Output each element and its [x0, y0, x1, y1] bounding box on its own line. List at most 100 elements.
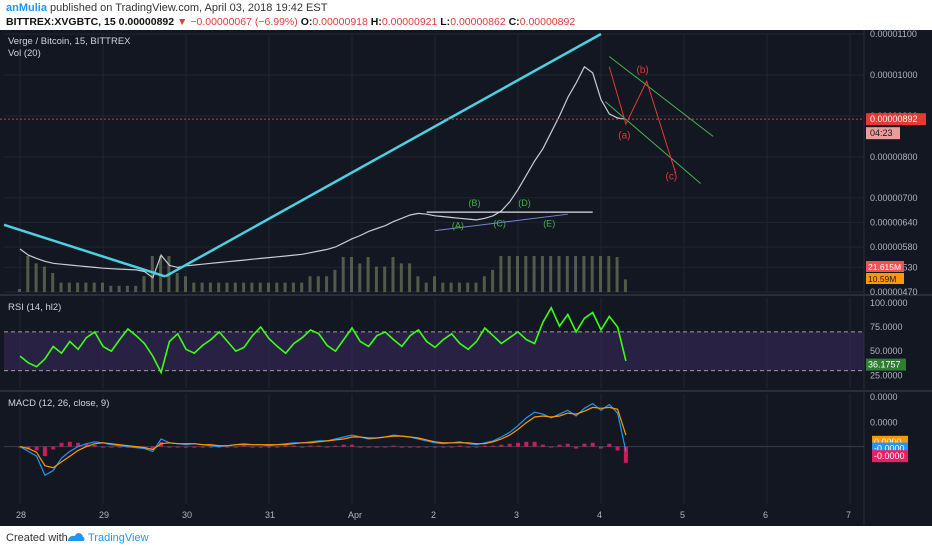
macd-value-label: 0.0000 — [874, 437, 902, 447]
macd-histogram-bar — [482, 445, 487, 447]
rsi-tick-label: 50.0000 — [870, 346, 903, 356]
last-price-label: 0.00000892 — [870, 114, 918, 124]
rsi-band — [4, 331, 864, 371]
macd-histogram-bar — [416, 446, 421, 448]
macd-histogram-bar — [250, 446, 255, 448]
macd-histogram-bar — [167, 446, 172, 448]
volume-bar — [275, 282, 279, 292]
x-tick-label: 3 — [514, 510, 519, 520]
volume-bar — [76, 282, 80, 292]
macd-histogram-bar — [540, 444, 545, 447]
chart-area[interactable]: 28 29 30 31 Apr 2 3 4 5 6 7 0.00001100 0.00001000 0.0… — [0, 29, 932, 526]
macd-histogram-bar — [150, 446, 155, 449]
price-tick-label: 0.00000470 — [870, 287, 918, 297]
pattern-wave-label: (B) — [469, 198, 481, 208]
macd-tick-label: 0.0000 — [870, 392, 898, 402]
macd-histogram-bar — [51, 446, 56, 450]
volume-bar — [507, 256, 511, 292]
macd-histogram-bar — [325, 446, 330, 448]
volume-bar — [67, 282, 71, 292]
volume-bar — [499, 256, 503, 292]
price-tick-label: 0.00001000 — [870, 70, 918, 80]
macd-histogram-bar — [184, 446, 188, 448]
volume-bar — [184, 276, 187, 292]
x-tick-label: 5 — [680, 510, 685, 520]
volume-bar — [565, 256, 569, 292]
volume-bar — [283, 282, 287, 292]
volume-bar — [333, 269, 337, 292]
pattern-bottom-line — [434, 213, 568, 232]
price-change: −0.00000067 (−6.99%) — [190, 16, 298, 28]
volume-bar — [84, 282, 88, 292]
macd-histogram-bar — [449, 446, 454, 448]
price-tick-label: 0.00001100 — [870, 30, 917, 39]
volume-bar — [300, 282, 304, 292]
macd-histogram-bar — [275, 446, 280, 448]
macd-histogram-bar — [200, 446, 205, 448]
volume-bar — [217, 282, 221, 292]
macd-histogram-bar — [300, 446, 305, 448]
trendline-up — [164, 32, 602, 278]
volume-bar — [358, 263, 362, 292]
price-tick-label: 0.00000580 — [870, 242, 918, 252]
volume-bar — [258, 282, 262, 292]
macd-histogram-bar — [67, 441, 72, 447]
macd-histogram-bar — [350, 444, 354, 447]
volume-bar — [457, 282, 461, 292]
volume-bar — [491, 269, 495, 292]
channel-top-line — [608, 56, 714, 137]
volume-bar — [350, 257, 353, 292]
macd-histogram-bar — [374, 446, 379, 448]
macd-histogram-bar — [366, 446, 371, 448]
pattern-wave-label: (A) — [452, 221, 464, 231]
open-value: 0.00000918 — [312, 16, 368, 28]
volume-bar — [416, 276, 420, 292]
macd-histogram-bar — [474, 446, 479, 448]
macd-histogram-bar — [457, 445, 462, 447]
macd-histogram-bar — [516, 442, 520, 447]
pattern-wave-label: (E) — [543, 218, 555, 228]
volume-bar — [574, 256, 578, 292]
macd-histogram-bar — [599, 446, 603, 449]
volume-bar — [242, 282, 246, 292]
rsi-line — [19, 305, 627, 375]
volume-bar — [42, 266, 46, 292]
volume-bar — [540, 256, 544, 292]
rsi-tick-label: 75.0000 — [870, 322, 903, 332]
volume-bar — [291, 282, 295, 292]
volume-bar — [267, 282, 270, 292]
volume-bar — [192, 282, 196, 292]
volume-bar — [366, 257, 370, 292]
low-value: 0.00000862 — [450, 16, 506, 28]
macd-histogram-bar — [316, 445, 321, 447]
trendline-down — [3, 223, 166, 278]
volume-bar — [92, 282, 96, 292]
volume-bar — [449, 282, 453, 292]
macd-histogram-bar — [42, 446, 47, 457]
chart-svg[interactable]: 28 29 30 31 Apr 2 3 4 5 6 7 0.00001100 0.00001000 0.0… — [0, 29, 932, 526]
volume-bar — [200, 282, 204, 292]
macd-histogram-bar — [76, 442, 81, 447]
macd-histogram-bar — [175, 446, 180, 448]
volume-bar — [34, 263, 38, 292]
down-arrow-icon: ▼ — [177, 16, 188, 28]
macd-histogram-bar — [59, 442, 64, 447]
price-tick-label: 0.00000800 — [870, 152, 918, 162]
macd-histogram-bar — [101, 446, 105, 448]
macd-histogram-bar — [441, 446, 446, 448]
volume-bar — [383, 266, 387, 292]
tradingview-brand-link[interactable]: TradingView — [88, 532, 149, 544]
x-tick-label: Apr — [348, 510, 362, 520]
volume-bar — [208, 282, 212, 292]
close-value: 0.00000892 — [519, 16, 576, 28]
macd-histogram-bar — [532, 441, 537, 447]
author-link[interactable]: anMulia — [6, 2, 47, 14]
price-line — [19, 65, 626, 279]
low-label: L: — [440, 16, 451, 28]
macd-histogram-bar — [433, 446, 437, 448]
close-label: C: — [508, 16, 520, 28]
macd-histogram-bar — [308, 445, 313, 447]
volume-bar — [482, 276, 486, 292]
projection-line — [608, 66, 677, 174]
volume-bar — [590, 256, 594, 292]
